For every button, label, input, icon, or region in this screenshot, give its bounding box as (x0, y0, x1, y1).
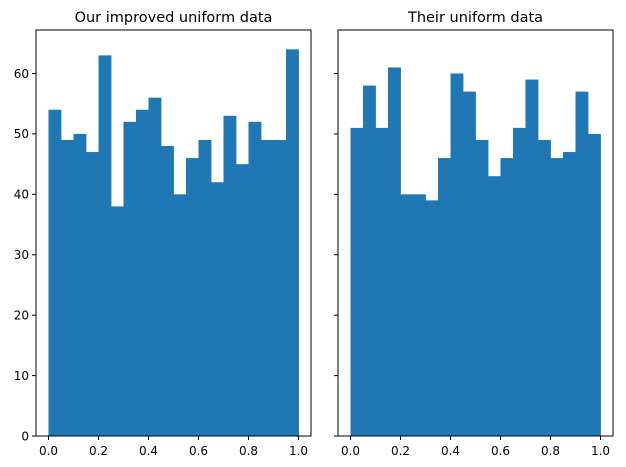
left-histogram-bar (86, 152, 99, 437)
left-y-tick-label: 40 (14, 188, 29, 202)
left-x-tick-label: 0.4 (139, 444, 158, 458)
left-histogram-bar (248, 121, 262, 436)
right-histogram-bar (425, 200, 439, 436)
right-x-tick-label: 0.6 (491, 444, 510, 458)
right-x-tick-label: 0.2 (391, 444, 410, 458)
left-plot-frame (35, 29, 312, 437)
left-histogram-bar (286, 49, 299, 436)
left-histogram-bar (48, 109, 62, 436)
left-histogram-bar (61, 139, 74, 436)
left-y-tick-label: 50 (14, 127, 29, 141)
right-histogram-bar (563, 152, 576, 437)
left-x-tick-label: 0.2 (89, 444, 108, 458)
right-histogram-bar (463, 91, 476, 437)
left-x-tick-label: 0.6 (189, 444, 208, 458)
right-histogram-bar (400, 194, 414, 436)
left-histogram-bar (136, 109, 149, 436)
left-histogram-bar (223, 115, 237, 436)
right-x-tick-label: 0.8 (541, 444, 560, 458)
right-bars (350, 67, 601, 437)
right-axis-ticks: 0.0 0.2 0.4 0.6 0.8 1.0 (334, 73, 610, 458)
left-histogram-bar (148, 97, 162, 437)
right-histogram-panel: Their uniform data 0.0 0.2 0.4 0.6 0.8 1.0 (334, 10, 614, 458)
right-histogram-bar (488, 176, 501, 436)
right-plot-frame (337, 29, 614, 437)
left-x-tick-label: 0.8 (239, 444, 258, 458)
left-histogram-bar (186, 158, 199, 436)
right-histogram-bar (475, 139, 489, 436)
left-histogram-bar (236, 164, 249, 437)
right-histogram-bar (413, 194, 426, 436)
right-histogram-bar (525, 79, 539, 436)
left-y-tick-label: 60 (14, 67, 29, 81)
left-histogram-bar (198, 139, 212, 436)
left-y-tick-label: 10 (14, 369, 29, 383)
right-histogram-bar (575, 91, 589, 437)
right-histogram-bar (588, 133, 601, 437)
right-histogram-bar (438, 158, 451, 436)
right-x-tick-label: 1.0 (591, 444, 610, 458)
right-x-tick-label: 0.4 (441, 444, 460, 458)
right-chart-title: Their uniform data (407, 10, 543, 26)
right-histogram-bar (350, 127, 364, 437)
left-x-tick-label: 0.0 (39, 444, 58, 458)
left-y-tick-label: 20 (14, 308, 29, 322)
left-bars (48, 49, 299, 437)
left-histogram-bar (98, 55, 112, 437)
left-histogram-bar (261, 139, 274, 436)
right-x-tick-label: 0.0 (341, 444, 360, 458)
left-histogram-bar (123, 121, 137, 436)
right-histogram-bar (538, 139, 551, 436)
right-histogram-bar (513, 127, 526, 437)
right-histogram-bar (363, 85, 376, 436)
left-y-tick-label: 0 (21, 429, 29, 443)
left-x-tick-label: 1.0 (289, 444, 308, 458)
right-histogram-bar (388, 67, 401, 437)
left-histogram-bar (73, 133, 87, 437)
left-axis-ticks: 0.0 0.2 0.4 0.6 0.8 1.0 0 10 20 30 40 50 60 (14, 67, 308, 458)
right-histogram-bar (550, 158, 564, 436)
right-histogram-bar (500, 158, 514, 436)
left-chart-title: Our improved uniform data (75, 10, 273, 26)
left-histogram-bar (161, 146, 174, 436)
left-histogram-bar (111, 206, 124, 436)
left-histogram-bar (273, 139, 287, 436)
left-histogram-panel: Our improved uniform data 0.0 0.2 0.4 0.6 0.… (14, 10, 312, 458)
right-histogram-bar (375, 127, 389, 437)
left-histogram-bar (173, 194, 187, 436)
left-histogram-bar (211, 182, 224, 436)
left-y-tick-label: 30 (14, 248, 29, 262)
right-histogram-bar (450, 73, 464, 436)
